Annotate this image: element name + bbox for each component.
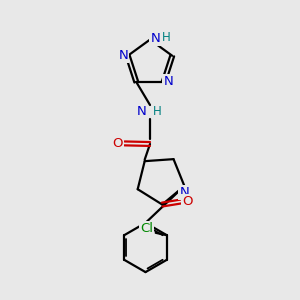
Text: N: N bbox=[151, 32, 160, 45]
Text: N: N bbox=[164, 75, 173, 88]
Text: O: O bbox=[113, 137, 123, 150]
Text: N: N bbox=[118, 49, 128, 62]
Text: N: N bbox=[137, 105, 146, 119]
Text: N: N bbox=[179, 186, 189, 199]
Text: H: H bbox=[162, 31, 171, 44]
Text: H: H bbox=[153, 105, 162, 119]
Text: O: O bbox=[182, 195, 193, 208]
Text: Cl: Cl bbox=[140, 222, 153, 235]
